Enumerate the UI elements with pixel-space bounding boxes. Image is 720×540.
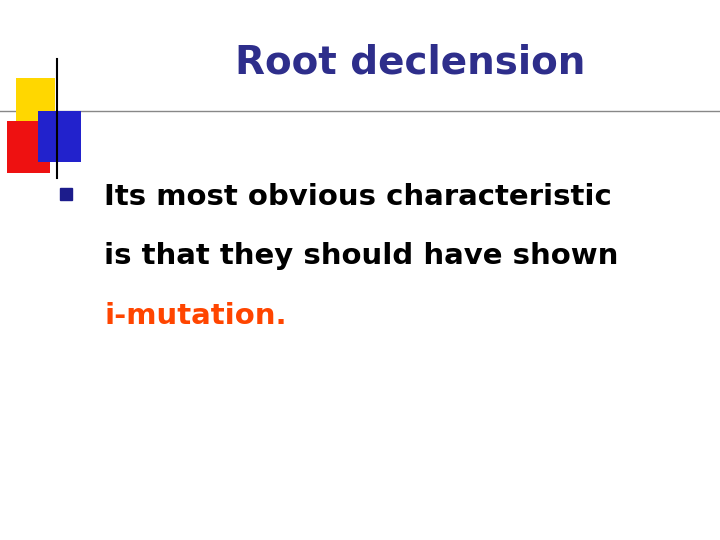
Text: i-mutation.: i-mutation. (104, 302, 287, 330)
Text: Its most obvious characteristic: Its most obvious characteristic (104, 183, 612, 211)
Text: Root declension: Root declension (235, 43, 585, 81)
Text: is that they should have shown: is that they should have shown (104, 242, 618, 271)
Bar (38, 111, 81, 162)
Bar (16, 78, 55, 130)
Bar (7, 122, 50, 173)
